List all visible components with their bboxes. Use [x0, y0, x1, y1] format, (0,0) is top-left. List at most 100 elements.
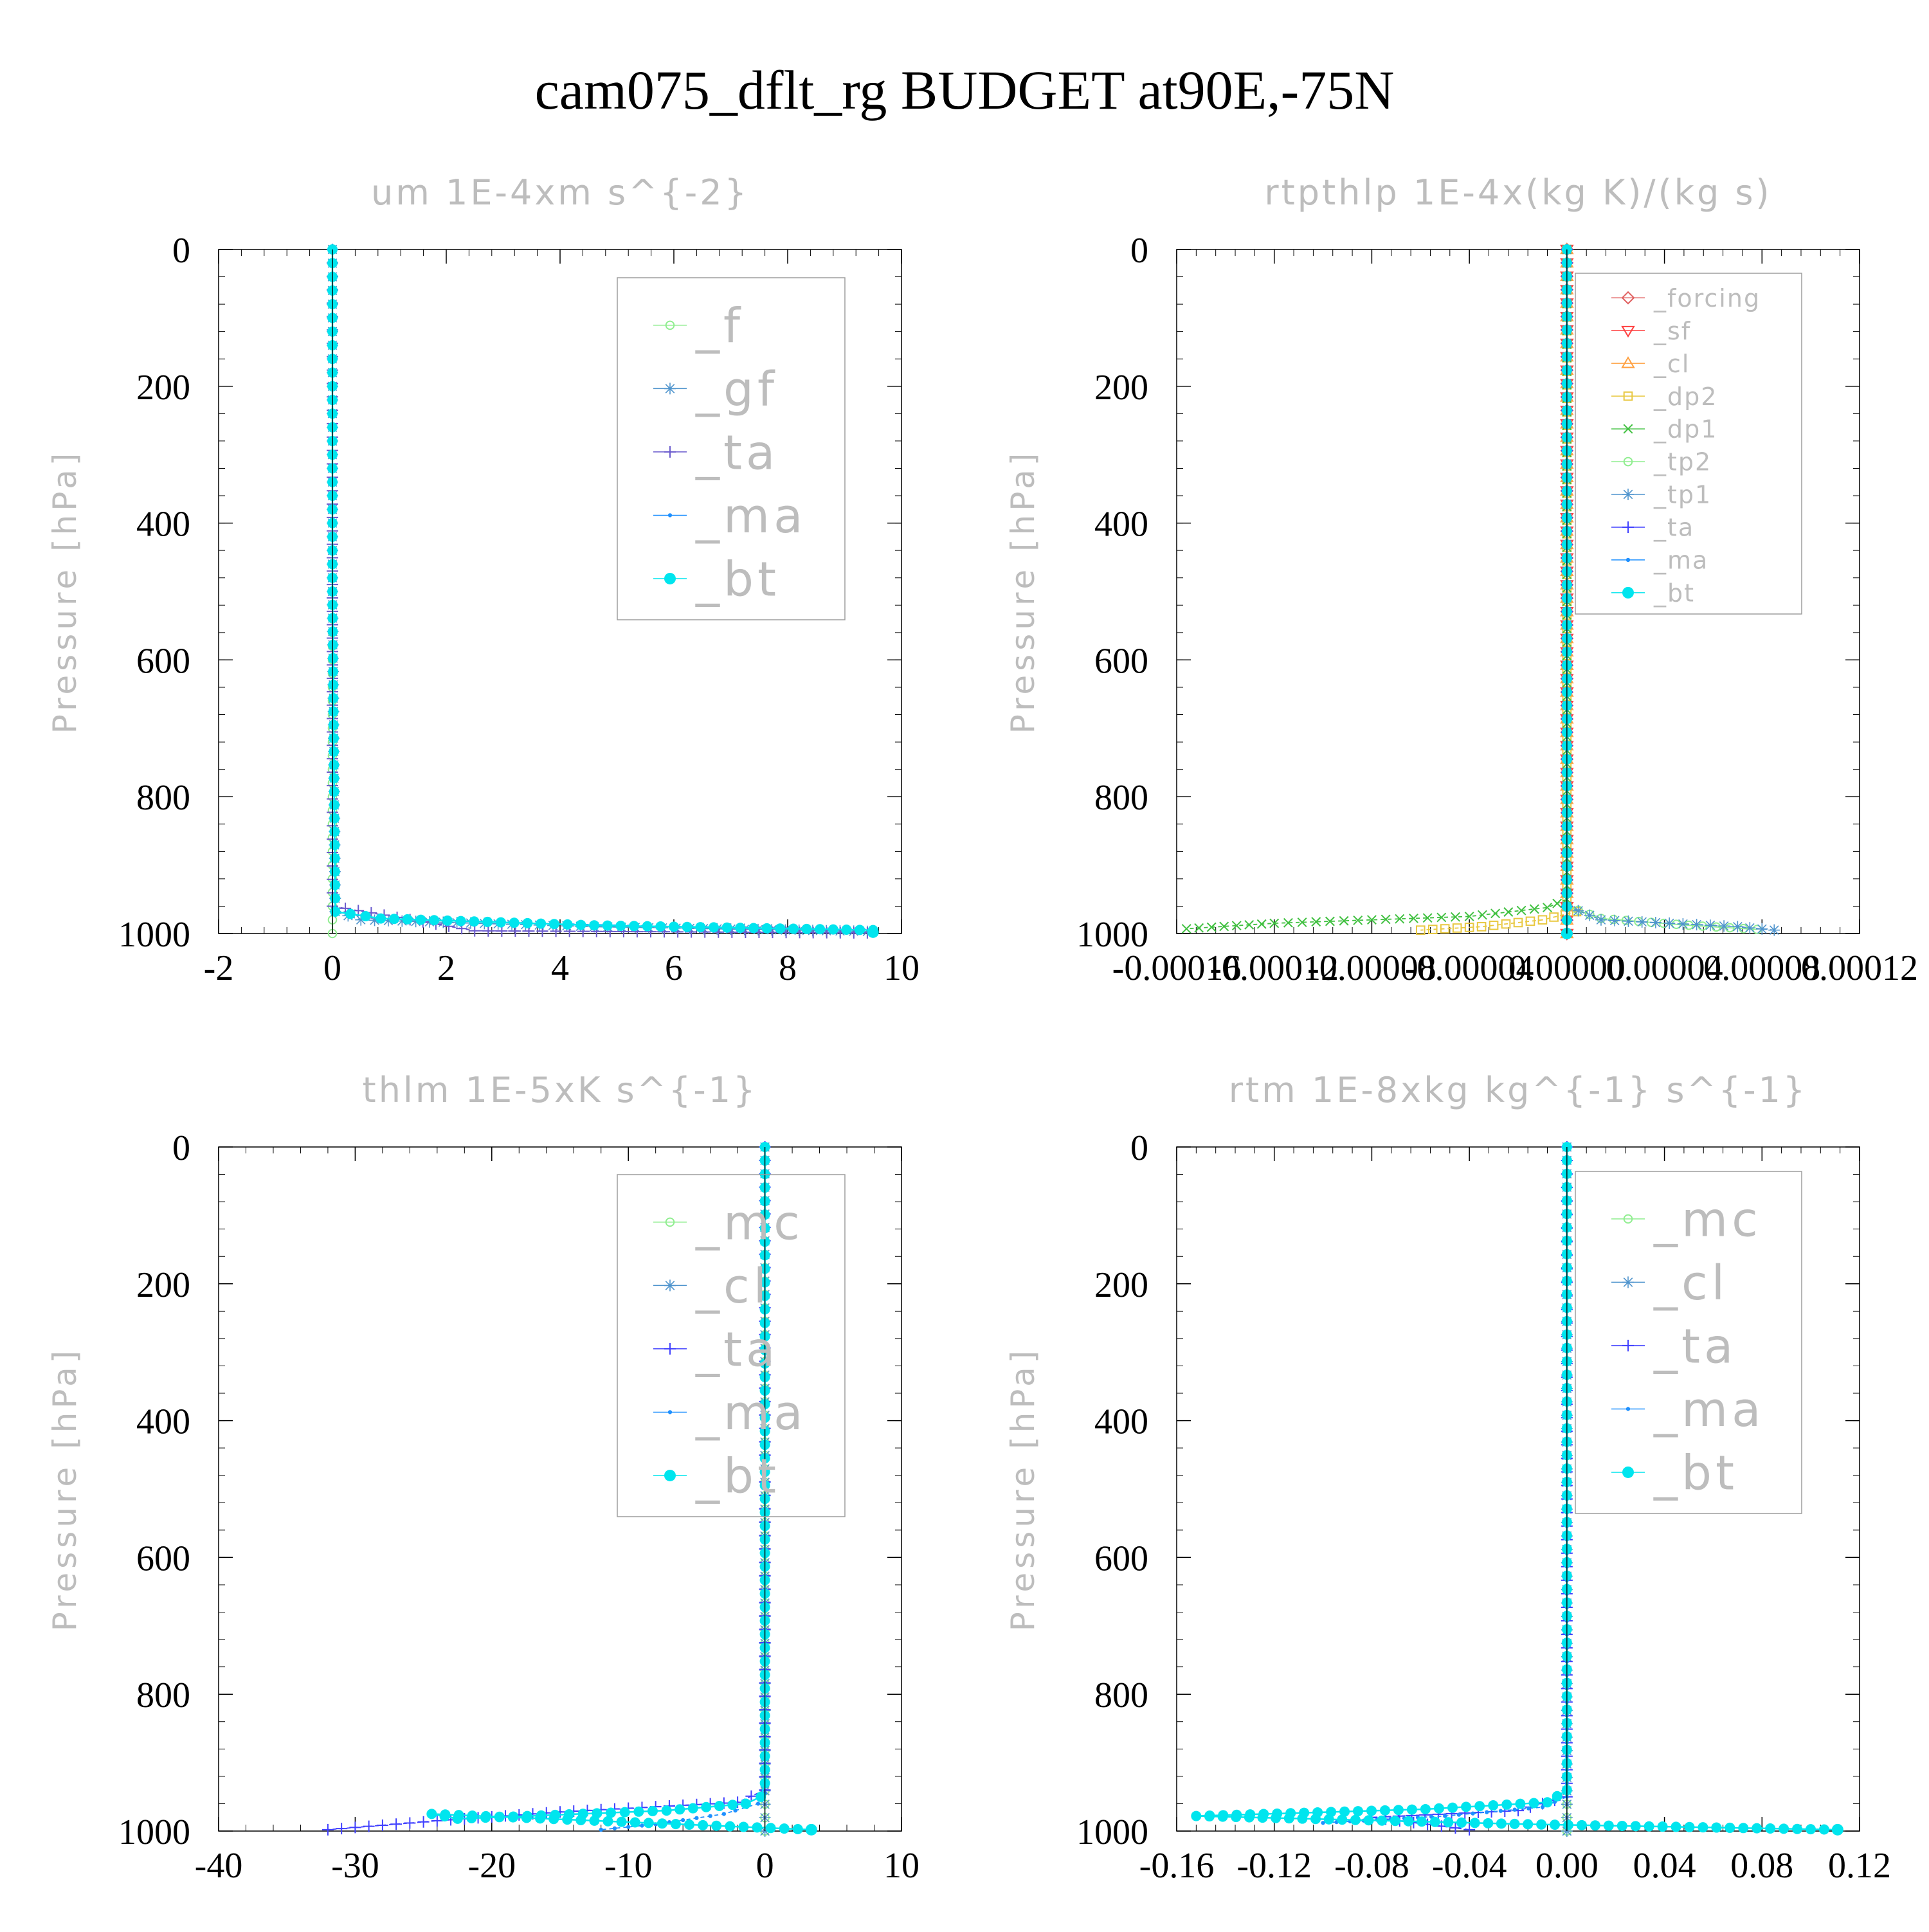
data-point — [643, 1818, 654, 1828]
data-point — [1256, 919, 1267, 929]
x-tick-label: 8 — [779, 948, 797, 988]
data-point — [1509, 1818, 1520, 1829]
data-point — [363, 1820, 375, 1832]
data-point — [1725, 1822, 1735, 1833]
x-tick-label: 0 — [756, 1846, 774, 1886]
y-tick-label: 0 — [172, 231, 190, 271]
data-point — [1443, 1814, 1447, 1818]
data-point — [1489, 920, 1499, 930]
data-point — [522, 917, 533, 928]
data-point — [1550, 1819, 1561, 1830]
data-point — [328, 692, 339, 703]
data-point — [1684, 1821, 1695, 1832]
legend-marker — [664, 1469, 676, 1481]
data-point — [355, 914, 367, 926]
x-tick-label: 0.12 — [1828, 1846, 1891, 1886]
data-point — [855, 925, 865, 935]
data-point — [670, 1819, 681, 1830]
data-point — [1552, 898, 1562, 908]
data-point — [1537, 915, 1548, 925]
data-point — [535, 1813, 546, 1824]
data-point — [1644, 1821, 1654, 1832]
data-point — [1609, 914, 1621, 926]
legend-label: _bt — [1653, 1446, 1738, 1501]
data-point — [1488, 1800, 1499, 1811]
legend-marker — [665, 320, 675, 330]
x-tick-label: -40 — [195, 1846, 243, 1886]
data-point — [1540, 1805, 1545, 1809]
data-point — [1622, 915, 1635, 927]
data-point — [1490, 908, 1501, 919]
panel-title: thlm 1E-5xK s^{-1} — [363, 1070, 758, 1110]
x-tick-label: 10 — [883, 1846, 919, 1886]
data-point — [1219, 921, 1229, 932]
data-point — [1513, 917, 1523, 928]
data-point — [376, 1819, 388, 1831]
data-point — [1630, 1821, 1641, 1832]
data-point — [349, 1821, 361, 1834]
data-point — [575, 1815, 586, 1826]
data-point — [1818, 1824, 1829, 1835]
data-point — [1403, 1816, 1414, 1827]
data-point — [1609, 914, 1618, 925]
data-point — [1589, 1820, 1600, 1831]
data-point — [711, 1820, 722, 1831]
x-tick-label: 0.04 — [1633, 1846, 1696, 1886]
data-point — [599, 1827, 603, 1832]
data-point — [1831, 1823, 1843, 1836]
data-point — [469, 925, 481, 937]
data-point — [322, 1823, 334, 1836]
x-tick-label: -0.04 — [1432, 1846, 1507, 1886]
y-tick-label: 600 — [1094, 641, 1148, 681]
data-point — [1636, 916, 1648, 928]
data-point — [382, 914, 394, 926]
y-tick-label: 200 — [1094, 368, 1148, 408]
series-line-bt — [1196, 1147, 1838, 1831]
y-tick-label: 1000 — [118, 915, 190, 955]
data-point — [1690, 919, 1703, 931]
data-point — [1406, 1804, 1417, 1815]
legend-label: _f — [695, 299, 744, 354]
data-point — [1449, 1822, 1462, 1834]
plot-frame — [1176, 1146, 1860, 1832]
data-point — [1471, 1811, 1475, 1816]
data-point — [329, 826, 340, 837]
y-tick-label: 800 — [136, 1675, 190, 1715]
data-point — [1718, 920, 1730, 932]
legend-label: _ta — [1653, 1319, 1737, 1375]
data-point — [467, 1810, 478, 1821]
data-point — [1427, 925, 1438, 934]
chart-panel-4: rtm 1E-8xkg kg^{-1} s^{-1} Pressure [hPa]… — [1004, 1070, 1891, 1886]
data-point — [396, 915, 408, 927]
data-point — [1393, 1805, 1404, 1816]
data-point — [727, 1800, 738, 1810]
data-point — [329, 813, 340, 824]
data-point — [329, 759, 340, 770]
legend-label: _cl — [1653, 1256, 1728, 1311]
legend-marker — [664, 1279, 676, 1292]
data-point — [328, 719, 339, 730]
data-point — [1194, 923, 1204, 933]
data-point — [440, 1809, 451, 1820]
data-point — [1395, 914, 1405, 924]
legend-marker — [664, 572, 676, 584]
x-tick-label: 0.00 — [1535, 1846, 1598, 1886]
data-point — [480, 1810, 491, 1821]
legend-label: _dp2 — [1653, 383, 1717, 411]
data-point — [1311, 917, 1321, 927]
data-point — [495, 917, 506, 928]
data-point — [1711, 1822, 1722, 1833]
data-point — [1408, 913, 1418, 923]
data-point — [1469, 1818, 1480, 1828]
data-point — [1704, 919, 1716, 932]
data-point — [1603, 1820, 1614, 1831]
data-point — [756, 1801, 761, 1806]
data-point — [390, 1818, 403, 1830]
data-point — [1429, 1816, 1440, 1827]
data-point — [330, 880, 341, 890]
data-point — [328, 680, 339, 691]
data-point — [329, 786, 340, 797]
data-point — [1350, 1814, 1361, 1825]
data-point — [1269, 918, 1280, 928]
data-point — [536, 918, 547, 929]
